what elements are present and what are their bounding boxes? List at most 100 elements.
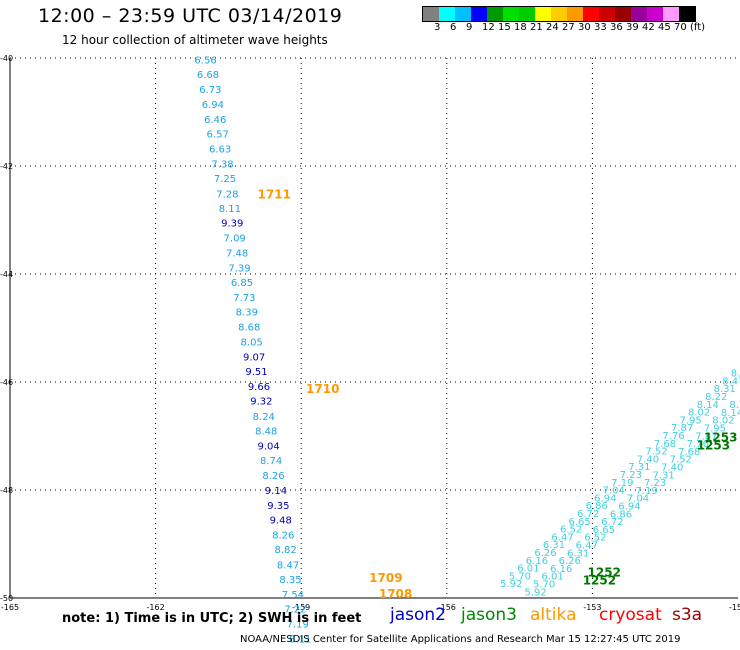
y-tick-label: -46 — [0, 378, 13, 387]
swh-value-label: 6.94 — [202, 100, 224, 111]
swh-value-label: 7.19 — [611, 478, 633, 489]
swh-value-label: 6.73 — [199, 85, 221, 96]
swh-value-label: 7.19 — [287, 620, 309, 631]
swh-value-label: 6.01 — [517, 564, 539, 575]
swh-value-label: 7.31 — [628, 462, 650, 473]
x-tick-label: -156 — [438, 603, 456, 612]
swh-value-label: 7.95 — [704, 424, 726, 435]
color-swatch — [455, 7, 471, 21]
pass-time-label: 1709 — [369, 571, 402, 585]
color-swatch — [647, 7, 663, 21]
color-scale-label: 3 — [434, 22, 441, 33]
swh-value-label: 8.11 — [219, 204, 241, 215]
swh-value-label: 7.68 — [678, 447, 700, 458]
swh-value-label: 7.54 — [282, 590, 304, 601]
swh-value-label: 6.46 — [204, 115, 226, 126]
swh-value-label: 9.32 — [250, 397, 272, 408]
pass-time-label: 1253 — [697, 439, 730, 453]
swh-value-label: 7.31 — [653, 470, 675, 481]
swh-value-label: 9.51 — [245, 367, 267, 378]
color-scale-label: 70 — [674, 22, 687, 33]
x-tick-label: -150 — [729, 603, 740, 612]
swh-value-label: 7.76 — [687, 439, 709, 450]
credit-line: NOAA/NESDIS Center for Satellite Applica… — [240, 634, 681, 645]
swh-value-label: 9.07 — [243, 352, 265, 363]
color-swatch — [439, 7, 455, 21]
swh-value-label: 6.26 — [559, 556, 581, 567]
swh-value-label: 6.47 — [551, 532, 573, 543]
swh-value-label: 8.26 — [272, 531, 294, 542]
swh-value-label: 8.05 — [241, 337, 263, 348]
swh-value-label: 7.23 — [620, 470, 642, 481]
swh-value-label: 7.38 — [211, 160, 233, 171]
swh-value-label: 8.14 — [697, 400, 719, 411]
color-swatch — [599, 7, 615, 21]
swh-value-label: 8.74 — [260, 456, 282, 467]
swh-value-label: 7.39 — [228, 263, 250, 274]
swh-value-label: 5.92 — [500, 579, 522, 590]
swh-value-label: 8.82 — [275, 545, 297, 556]
swh-value-label: 6.85 — [231, 278, 253, 289]
swh-value-label: 6.86 — [586, 501, 608, 512]
color-swatch — [583, 7, 599, 21]
chart-subtitle: 12 hour collection of altimeter wave hei… — [62, 33, 328, 47]
swh-value-label: 6.65 — [568, 517, 590, 528]
satellite-label-altika: altika — [530, 605, 577, 625]
color-scale-label: 27 — [562, 22, 575, 33]
swh-value-label: 6.52 — [560, 525, 582, 536]
color-scale-label: 15 — [498, 22, 511, 33]
swh-value-label: 6.26 — [534, 548, 556, 559]
swh-value-label: 8.47 — [722, 376, 740, 387]
color-swatch — [551, 7, 567, 21]
swh-value-label: 7.04 — [603, 486, 625, 497]
swh-value-label: 8.31 — [714, 384, 736, 395]
color-swatch — [535, 7, 551, 21]
y-tick-label: -50 — [0, 594, 13, 603]
x-tick-label: -159 — [292, 603, 310, 612]
swh-value-label: 6.56 — [194, 55, 216, 66]
swh-value-label: 9.14 — [265, 486, 287, 497]
color-swatch — [679, 7, 695, 21]
color-scale-label: 45 — [658, 22, 671, 33]
color-scale-label: 18 — [514, 22, 527, 33]
color-scale-label: 36 — [610, 22, 623, 33]
swh-value-label: 7.09 — [224, 234, 246, 245]
swh-value-label: 8.48 — [255, 426, 277, 437]
y-tick-label: -48 — [0, 486, 13, 495]
chart-title: 12:00 – 23:59 UTC 03/14/2019 — [38, 5, 343, 27]
swh-value-label: 7.28 — [216, 189, 238, 200]
swh-value-label: 7.73 — [233, 293, 255, 304]
swh-value-label: 6.68 — [197, 70, 219, 81]
swh-value-label: 8.24 — [253, 412, 275, 423]
pass-time-label: 1252 — [588, 565, 621, 579]
swh-value-label: 6.16 — [550, 564, 572, 575]
note-text: note: 1) Time is in UTC; 2) SWH is in fe… — [62, 611, 362, 626]
swh-value-label: 9.35 — [267, 501, 289, 512]
swh-value-label: 5.92 — [524, 587, 546, 598]
swh-value-label: 9.39 — [221, 218, 243, 229]
swh-value-label: 7.68 — [654, 439, 676, 450]
color-swatch — [487, 7, 503, 21]
pass-time-label: 1711 — [258, 187, 291, 201]
swh-value-label: 9.48 — [270, 515, 292, 526]
swh-value-label: 7.40 — [661, 463, 683, 474]
swh-value-label: 7.25 — [214, 174, 236, 185]
swh-value-label: 7.52 — [670, 455, 692, 466]
swh-value-label: 7.76 — [662, 431, 684, 442]
swh-value-label: 7.87 — [695, 431, 717, 442]
swh-value-label: 8.02 — [688, 408, 710, 419]
color-swatch — [423, 7, 439, 21]
color-scale-label: 12 — [482, 22, 495, 33]
satellite-label-cryosat: cryosat — [599, 605, 662, 625]
swh-value-label: 7.40 — [637, 454, 659, 465]
swh-value-label: 8.22 — [705, 392, 727, 403]
color-swatch — [519, 7, 535, 21]
satellite-label-jason2: jason2 — [390, 605, 446, 625]
swh-value-label: 7.52 — [645, 447, 667, 458]
swh-value-label: 6.01 — [542, 572, 564, 583]
swh-value-label: 6.47 — [576, 541, 598, 552]
y-tick-label: -40 — [0, 54, 13, 63]
swh-value-label: 7.95 — [679, 415, 701, 426]
